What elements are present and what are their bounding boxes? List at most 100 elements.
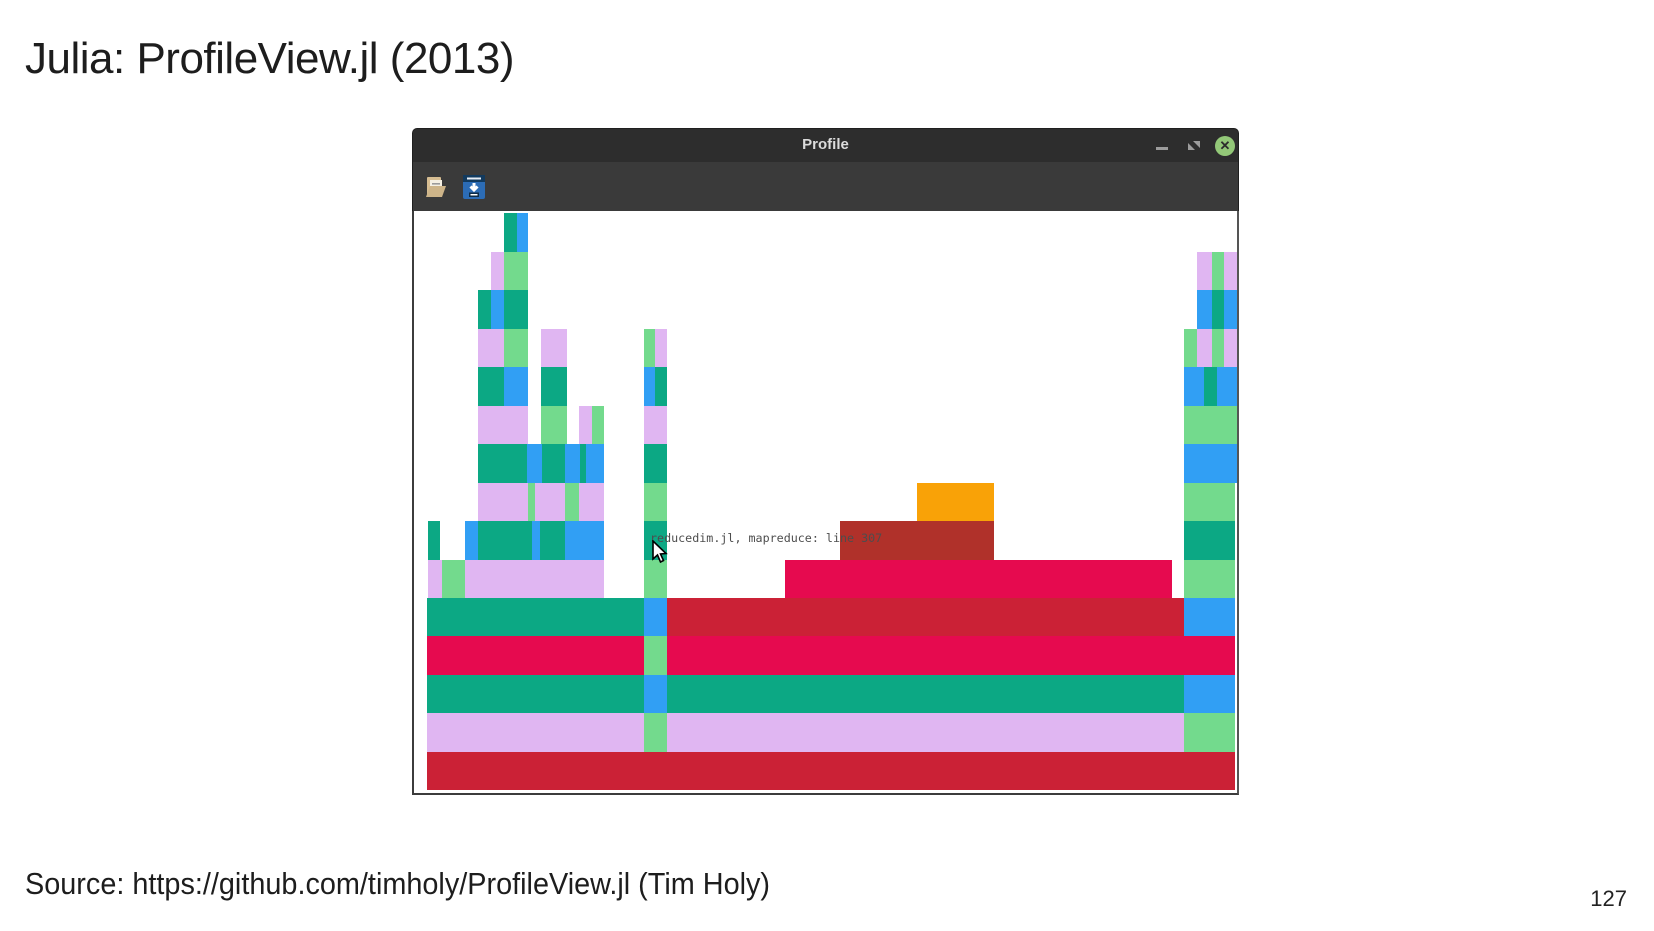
- flame-block[interactable]: [655, 367, 667, 406]
- flame-canvas: reducedim.jl, mapreduce: line 307: [412, 211, 1239, 795]
- flame-block[interactable]: [580, 444, 586, 483]
- flame-block[interactable]: [427, 636, 644, 675]
- flame-block[interactable]: [540, 521, 565, 560]
- restore-icon: [1188, 141, 1200, 150]
- flame-block[interactable]: [565, 521, 604, 560]
- window-titlebar[interactable]: Profile ✕: [412, 128, 1239, 162]
- page-number: 127: [1590, 886, 1627, 911]
- flame-block[interactable]: [478, 367, 504, 406]
- restore-button[interactable]: [1181, 129, 1207, 163]
- flame-block[interactable]: [592, 406, 604, 444]
- flame-block[interactable]: [565, 483, 579, 521]
- flame-block[interactable]: [542, 444, 565, 483]
- flame-block[interactable]: [1212, 290, 1224, 329]
- flame-block[interactable]: [1184, 406, 1237, 444]
- flame-block[interactable]: [541, 329, 567, 367]
- flame-hover-label: reducedim.jl, mapreduce: line 307: [650, 531, 883, 545]
- flame-block[interactable]: [1184, 444, 1237, 483]
- mouse-cursor-icon: [652, 540, 668, 564]
- flame-block[interactable]: [491, 290, 504, 329]
- flame-block[interactable]: [1184, 521, 1235, 560]
- flame-block[interactable]: [644, 406, 667, 444]
- flame-block[interactable]: [528, 483, 535, 521]
- flame-block[interactable]: [644, 367, 655, 406]
- flame-block[interactable]: [478, 444, 527, 483]
- flame-block[interactable]: [644, 329, 655, 367]
- flame-block[interactable]: [1224, 252, 1237, 290]
- slide-title: Julia: ProfileView.jl (2013): [25, 34, 515, 83]
- open-file-icon[interactable]: [425, 173, 449, 201]
- flame-block[interactable]: [478, 406, 528, 444]
- flame-block[interactable]: [1184, 329, 1197, 367]
- minimize-icon: [1156, 147, 1168, 150]
- flame-block[interactable]: [504, 367, 528, 406]
- flame-block[interactable]: [478, 329, 504, 367]
- close-button[interactable]: ✕: [1212, 129, 1238, 163]
- flame-block[interactable]: [667, 675, 1184, 713]
- flame-block[interactable]: [1184, 483, 1235, 521]
- flame-block[interactable]: [1184, 367, 1204, 406]
- flame-block[interactable]: [917, 483, 994, 521]
- flame-block[interactable]: [579, 483, 604, 521]
- flame-block[interactable]: [1184, 598, 1235, 636]
- flame-block[interactable]: [1197, 290, 1212, 329]
- flame-block[interactable]: [517, 213, 528, 252]
- flame-block[interactable]: [427, 713, 644, 752]
- flame-block[interactable]: [478, 290, 491, 329]
- flame-block[interactable]: [1212, 252, 1224, 290]
- source-citation: Source: https://github.com/timholy/Profi…: [25, 866, 771, 901]
- flame-block[interactable]: [667, 713, 1184, 752]
- flame-block[interactable]: [491, 252, 504, 290]
- flame-block[interactable]: [667, 636, 1235, 675]
- flame-block[interactable]: [1212, 329, 1224, 367]
- flame-block[interactable]: [478, 483, 528, 521]
- flame-block[interactable]: [644, 636, 667, 675]
- window-toolbar: [412, 162, 1239, 211]
- flame-block[interactable]: [667, 598, 1184, 636]
- flame-block[interactable]: [644, 675, 667, 713]
- flame-block[interactable]: [1217, 367, 1237, 406]
- flame-block[interactable]: [527, 444, 542, 483]
- flame-block[interactable]: [644, 598, 667, 636]
- flame-block[interactable]: [1224, 290, 1237, 329]
- flame-block[interactable]: [532, 521, 540, 560]
- flame-block[interactable]: [442, 560, 465, 598]
- flame-block[interactable]: [655, 329, 667, 367]
- flame-block[interactable]: [535, 483, 565, 521]
- flame-block[interactable]: [428, 521, 440, 560]
- flame-block[interactable]: [1184, 675, 1235, 713]
- profile-window: Profile ✕: [412, 128, 1239, 795]
- flame-block[interactable]: [541, 367, 567, 406]
- flame-block[interactable]: [541, 406, 567, 444]
- flame-block[interactable]: [565, 444, 580, 483]
- flame-block[interactable]: [1204, 367, 1217, 406]
- flame-block[interactable]: [644, 444, 667, 483]
- flame-block[interactable]: [504, 213, 517, 252]
- flame-block[interactable]: [428, 560, 442, 598]
- flame-block[interactable]: [1184, 713, 1235, 752]
- flame-block[interactable]: [504, 252, 528, 290]
- flame-block[interactable]: [785, 560, 1172, 598]
- flame-block[interactable]: [1184, 560, 1235, 598]
- flame-block[interactable]: [644, 713, 667, 752]
- flame-block[interactable]: [504, 329, 528, 367]
- flame-block[interactable]: [478, 521, 532, 560]
- flame-block[interactable]: [1197, 329, 1212, 367]
- flame-block[interactable]: [644, 483, 667, 521]
- flame-block[interactable]: [1197, 252, 1212, 290]
- flame-block[interactable]: [465, 521, 478, 560]
- flame-block[interactable]: [644, 560, 667, 598]
- save-icon[interactable]: [462, 173, 486, 201]
- flame-block[interactable]: [427, 675, 644, 713]
- flame-block[interactable]: [504, 290, 528, 329]
- flame-block[interactable]: [427, 598, 644, 636]
- window-title: Profile: [802, 136, 849, 153]
- flame-block[interactable]: [586, 444, 604, 483]
- flame-block[interactable]: [840, 521, 994, 560]
- close-icon: ✕: [1215, 136, 1235, 156]
- flame-block[interactable]: [579, 406, 592, 444]
- minimize-button[interactable]: [1150, 129, 1176, 163]
- flame-block[interactable]: [1224, 329, 1237, 367]
- flame-block[interactable]: [427, 752, 1235, 790]
- flame-block[interactable]: [465, 560, 604, 598]
